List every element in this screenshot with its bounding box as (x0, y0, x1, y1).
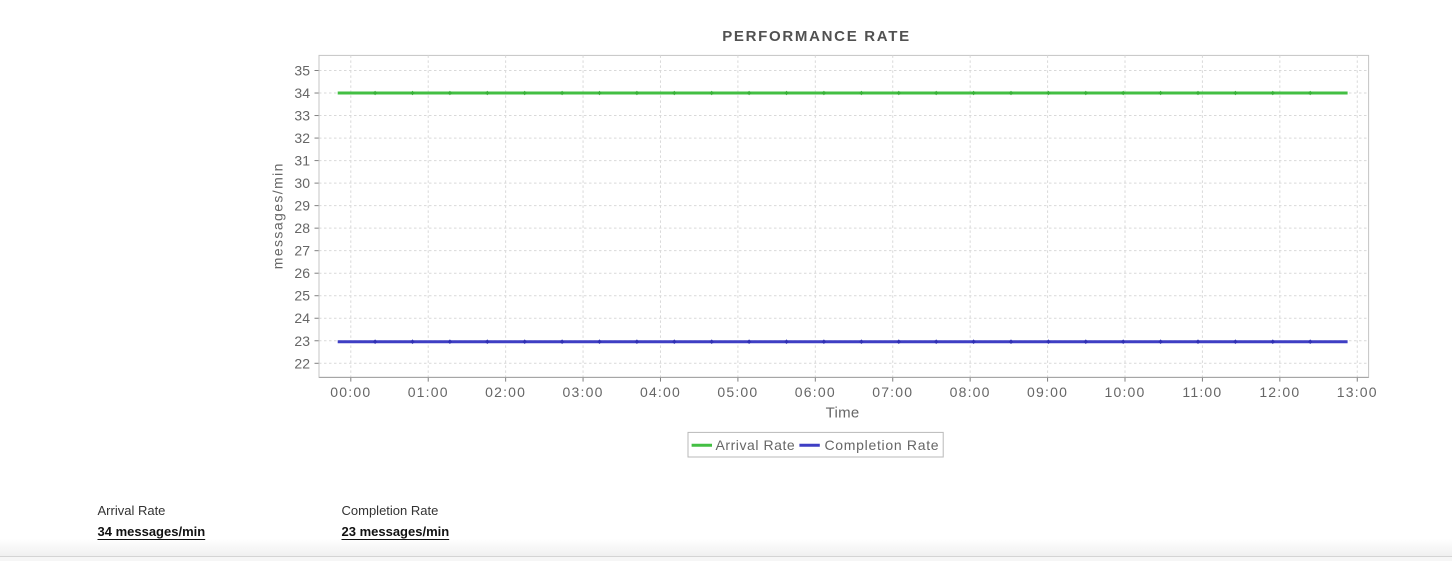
svg-text:10:00: 10:00 (1104, 384, 1145, 400)
svg-text:02:00: 02:00 (485, 384, 526, 400)
svg-text:26: 26 (294, 265, 310, 281)
svg-text:03:00: 03:00 (563, 384, 604, 400)
svg-text:25: 25 (294, 288, 310, 304)
svg-text:Arrival Rate: Arrival Rate (716, 437, 796, 453)
svg-text:Time: Time (826, 405, 860, 422)
svg-text:08:00: 08:00 (950, 384, 991, 400)
svg-text:12:00: 12:00 (1259, 384, 1300, 400)
svg-text:00:00: 00:00 (330, 384, 371, 400)
svg-text:35: 35 (294, 63, 310, 79)
svg-text:28: 28 (294, 220, 310, 236)
svg-text:Completion Rate: Completion Rate (825, 437, 940, 453)
svg-text:09:00: 09:00 (1027, 384, 1068, 400)
svg-text:30: 30 (294, 175, 310, 191)
svg-text:11:00: 11:00 (1182, 384, 1222, 400)
svg-text:07:00: 07:00 (872, 384, 913, 400)
svg-text:24: 24 (294, 310, 310, 326)
svg-text:messages/min: messages/min (270, 162, 286, 269)
svg-text:31: 31 (294, 153, 310, 169)
svg-text:29: 29 (294, 198, 310, 214)
svg-text:33: 33 (294, 108, 310, 124)
svg-text:13:00: 13:00 (1337, 384, 1378, 400)
svg-text:01:00: 01:00 (408, 384, 449, 400)
svg-text:PERFORMANCE RATE: PERFORMANCE RATE (722, 28, 911, 45)
svg-text:22: 22 (294, 355, 310, 371)
svg-text:04:00: 04:00 (640, 384, 681, 400)
svg-text:23: 23 (294, 333, 310, 349)
svg-text:34: 34 (294, 85, 310, 101)
svg-text:32: 32 (294, 130, 310, 146)
svg-text:06:00: 06:00 (795, 384, 836, 400)
svg-text:05:00: 05:00 (717, 384, 758, 400)
svg-text:27: 27 (294, 243, 310, 259)
